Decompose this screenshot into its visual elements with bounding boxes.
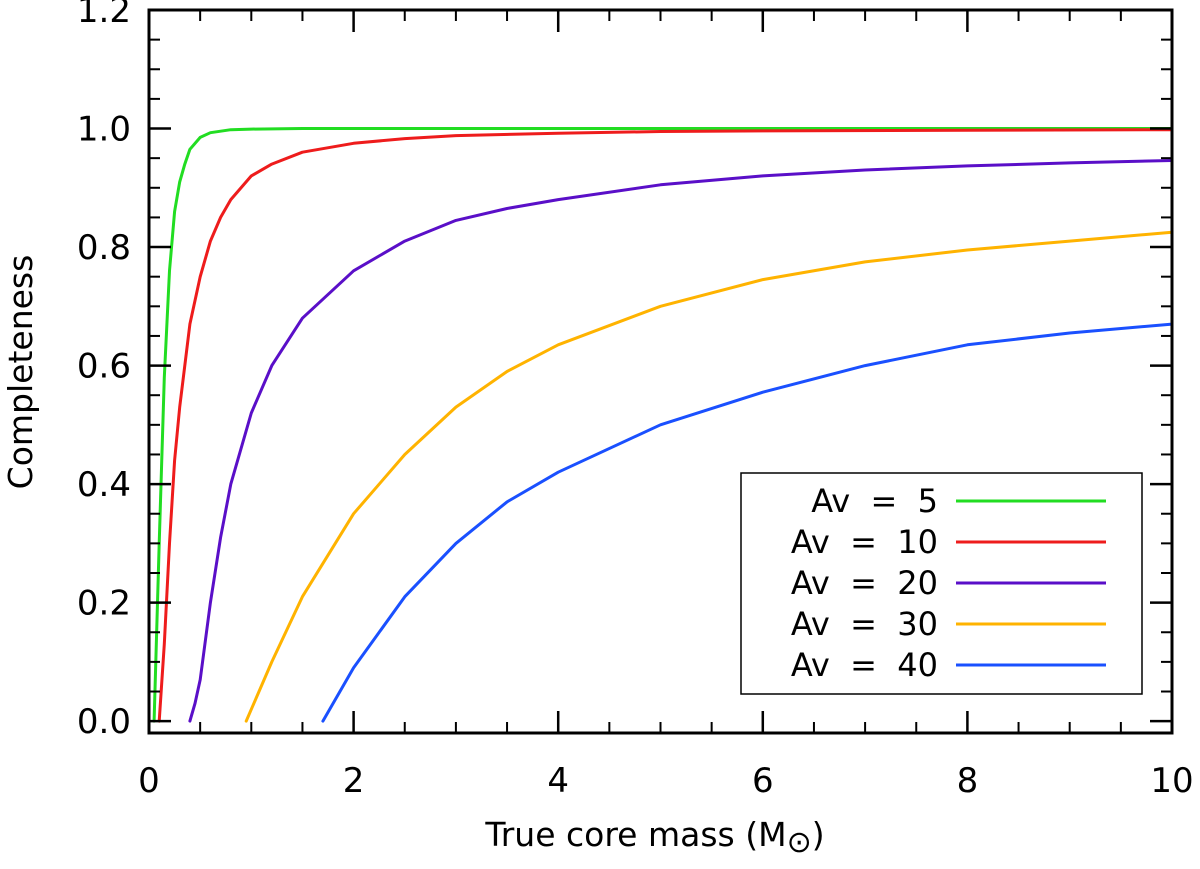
legend-label: Av = 20 <box>791 564 938 602</box>
y-tick-label: 1.0 <box>77 110 131 150</box>
legend-label: Av = 40 <box>791 646 938 684</box>
tick-labels: 0 2 4 6 8 10 0.0 0.2 0.4 0.6 0.8 1.0 1.2 <box>77 0 1194 801</box>
x-tick-label: 6 <box>752 761 774 801</box>
axis-ticks <box>147 8 1174 733</box>
series-line-3 <box>188 159 1174 723</box>
y-tick-label: 0.2 <box>77 584 131 624</box>
x-tick-label: 0 <box>138 761 160 801</box>
series-line-5 <box>321 322 1174 723</box>
y-tick-label: 0.6 <box>77 347 131 387</box>
series-line-4 <box>244 230 1174 723</box>
legend-label: Av = 10 <box>791 523 938 561</box>
series-line-1 <box>152 127 1174 723</box>
x-tick-label: 4 <box>547 761 569 801</box>
y-tick-label: 0.0 <box>77 702 131 742</box>
y-tick-label: 1.2 <box>77 0 131 31</box>
x-tick-label: 8 <box>957 761 979 801</box>
y-tick-label: 0.8 <box>77 228 131 268</box>
y-axis-title: Completeness <box>1 255 40 490</box>
series-line-2 <box>157 128 1174 723</box>
x-axis-title: True core mass (M⊙) <box>484 815 824 860</box>
sun-symbol: ⊙ <box>787 825 812 860</box>
x-tick-label: 2 <box>343 761 365 801</box>
y-tick-label: 0.4 <box>77 465 131 505</box>
legend-label: Av = 30 <box>791 605 938 643</box>
legend-label: Av = 5 <box>811 482 938 520</box>
data-lines <box>152 127 1174 723</box>
x-tick-label: 10 <box>1150 761 1193 801</box>
